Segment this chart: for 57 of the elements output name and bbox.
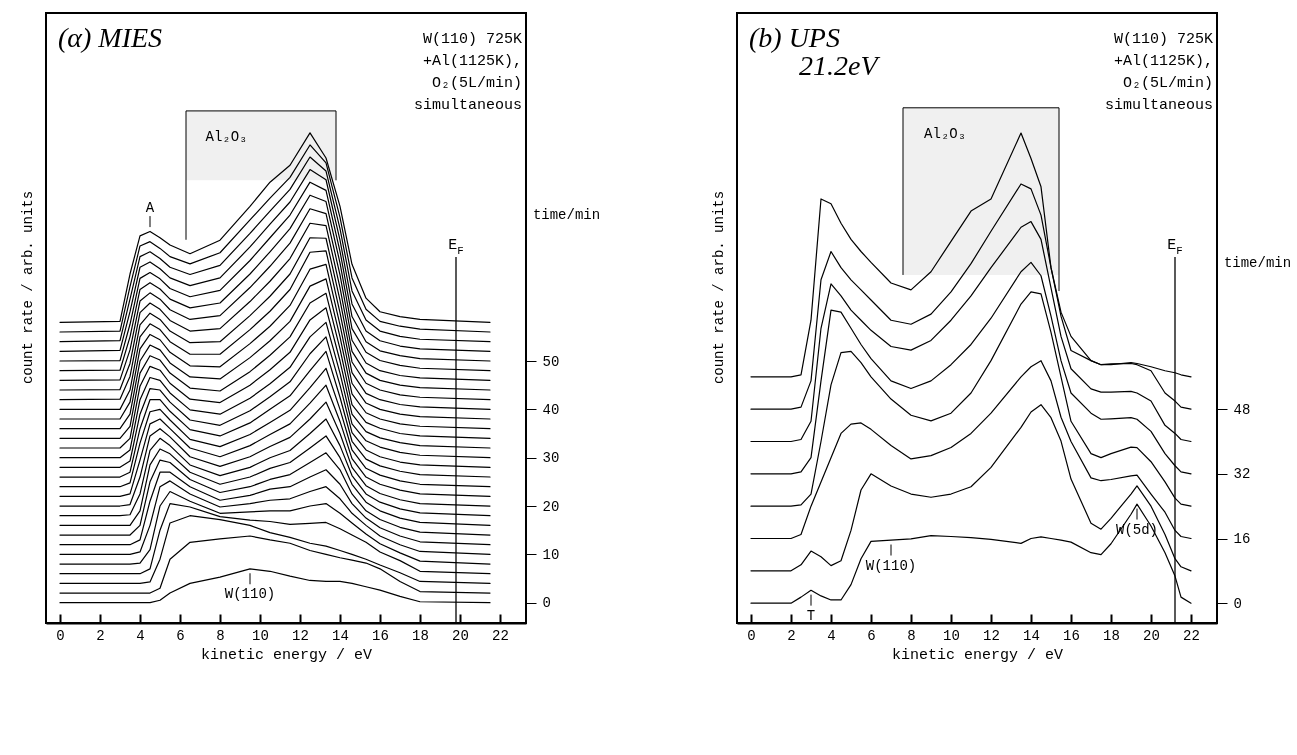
x-axis-title: kinetic energy / eV: [200, 646, 373, 664]
x-tick-label: 2: [96, 627, 105, 644]
x-tick-label: 6: [867, 627, 876, 644]
y-tick-label: 30: [542, 450, 560, 467]
x-axis-title: kinetic energy / eV: [891, 646, 1064, 664]
annotation: +Al(1125K),: [422, 53, 522, 70]
x-tick-label: 2: [787, 627, 796, 644]
y-tick-label: 0: [1233, 595, 1242, 612]
x-tick-label: 22: [1183, 627, 1200, 644]
x-tick-label: 20: [1143, 627, 1160, 644]
annotation: simultaneous: [1104, 97, 1213, 114]
band-label: Al₂O₃: [924, 126, 967, 143]
x-tick-label: 10: [252, 627, 269, 644]
x-tick-label: 0: [747, 627, 756, 644]
annotation: +Al(1125K),: [1113, 53, 1213, 70]
x-tick-label: 16: [372, 627, 389, 644]
y-tick-label: 32: [1233, 466, 1251, 483]
y-tick-label: 50: [542, 353, 560, 370]
x-tick-label: 8: [216, 627, 225, 644]
x-tick-label: 12: [983, 627, 1000, 644]
x-tick-label: 10: [943, 627, 960, 644]
y-tick-label: 16: [1233, 531, 1251, 548]
annotation: W(110): [865, 557, 917, 574]
x-tick-label: 14: [1023, 627, 1040, 644]
x-tick-label: 20: [452, 627, 469, 644]
text: 21.2eV: [799, 50, 881, 81]
y-tick-label: 48: [1233, 401, 1251, 418]
y-tick-label: 10: [542, 546, 560, 563]
annotation: O₂(5L/min): [1122, 75, 1213, 92]
y-tick-label: 0: [542, 595, 551, 612]
x-tick-label: 0: [56, 627, 65, 644]
x-tick-label: 6: [176, 627, 185, 644]
y2-axis-title: time/min: [532, 206, 601, 223]
x-tick-label: 14: [332, 627, 349, 644]
x-tick-label: 18: [412, 627, 429, 644]
chart-title: (α) MIES: [58, 22, 163, 53]
annotation: O₂(5L/min): [431, 75, 522, 92]
chart-title: (b) UPS: [749, 22, 840, 53]
x-tick-label: 12: [292, 627, 309, 644]
x-tick-label: 4: [827, 627, 836, 644]
annotation: A: [145, 200, 155, 217]
x-tick-label: 18: [1103, 627, 1120, 644]
x-tick-label: 16: [1063, 627, 1080, 644]
annotation: simultaneous: [413, 97, 522, 114]
annotation: W(110) 725K: [422, 31, 522, 48]
annotation: W(110): [224, 586, 276, 603]
x-tick-label: 8: [907, 627, 916, 644]
annotation: W(110) 725K: [1113, 31, 1213, 48]
band-label: Al₂O₃: [205, 129, 248, 146]
y-tick-label: 40: [542, 401, 560, 418]
y-axis-title: count rate / arb. units: [20, 190, 36, 385]
x-tick-label: 22: [492, 627, 509, 644]
y-axis-title: count rate / arb. units: [711, 190, 727, 385]
x-tick-label: 4: [136, 627, 145, 644]
annotation: T: [806, 607, 816, 624]
y-tick-label: 20: [542, 498, 560, 515]
y2-axis-title: time/min: [1223, 254, 1292, 271]
